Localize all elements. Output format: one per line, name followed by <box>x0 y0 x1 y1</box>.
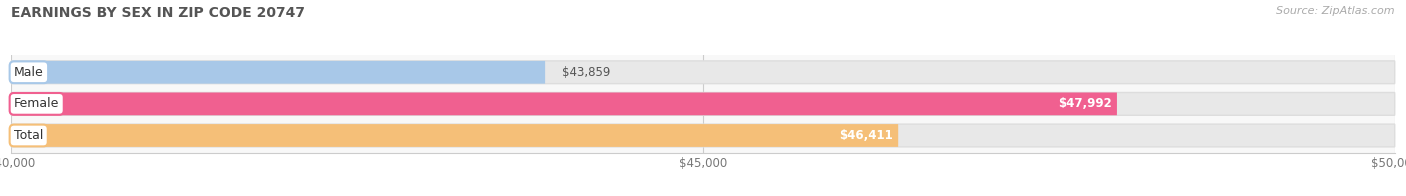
FancyBboxPatch shape <box>11 124 898 147</box>
Text: Total: Total <box>14 129 44 142</box>
FancyBboxPatch shape <box>11 93 1395 115</box>
FancyBboxPatch shape <box>11 61 1395 84</box>
Text: Male: Male <box>14 66 44 79</box>
Text: $46,411: $46,411 <box>839 129 893 142</box>
FancyBboxPatch shape <box>11 124 1395 147</box>
Text: $47,992: $47,992 <box>1057 97 1111 110</box>
FancyBboxPatch shape <box>11 93 1116 115</box>
FancyBboxPatch shape <box>11 61 546 84</box>
Text: EARNINGS BY SEX IN ZIP CODE 20747: EARNINGS BY SEX IN ZIP CODE 20747 <box>11 6 305 20</box>
Text: Female: Female <box>14 97 59 110</box>
Text: $43,859: $43,859 <box>562 66 610 79</box>
Text: Source: ZipAtlas.com: Source: ZipAtlas.com <box>1277 6 1395 16</box>
